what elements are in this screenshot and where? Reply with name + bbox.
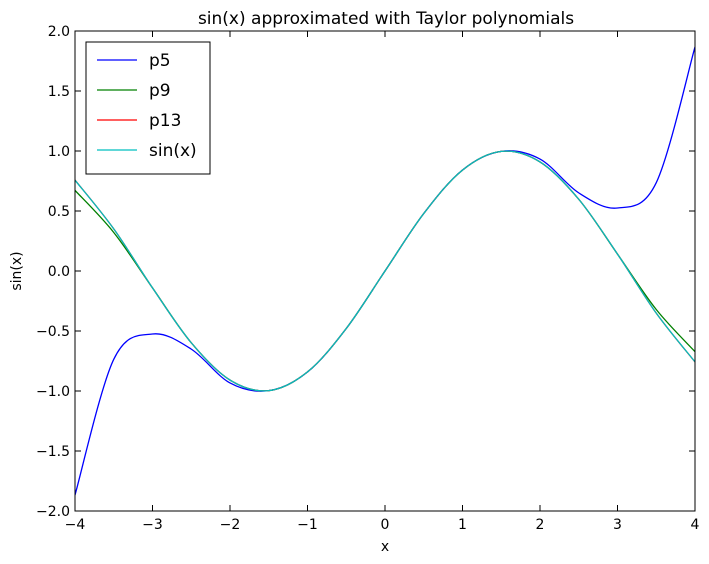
- legend-label: p9: [149, 81, 171, 101]
- x-axis-label: x: [381, 539, 389, 555]
- legend-label: sin(x): [149, 141, 197, 161]
- x-tick-label: −3: [142, 517, 163, 533]
- legend-label: p13: [149, 111, 181, 131]
- x-tick-label: 2: [536, 517, 545, 533]
- x-tick-label: −1: [297, 517, 318, 533]
- series-line-sin-x: [75, 150, 695, 392]
- y-axis-label: sin(x): [9, 251, 25, 290]
- y-tick-label: −2.0: [36, 504, 70, 520]
- y-tick-label: −1.5: [36, 444, 70, 460]
- chart-plot-area: [75, 46, 695, 496]
- y-tick-label: 2.0: [48, 24, 70, 40]
- x-tick-label: 0: [381, 517, 390, 533]
- legend: p5 p9 p13 sin(x): [85, 41, 211, 175]
- y-tick-label: 0.0: [48, 264, 70, 280]
- x-tick-label: −2: [220, 517, 241, 533]
- y-tick-label: 1.0: [48, 144, 70, 160]
- y-tick-label: −1.0: [36, 384, 70, 400]
- y-tick-label: 1.5: [48, 84, 70, 100]
- chart-title: sin(x) approximated with Taylor polynomi…: [198, 9, 574, 29]
- legend-box: [85, 41, 211, 175]
- y-tick-label: 0.5: [48, 204, 70, 220]
- x-tick-label: 3: [613, 517, 622, 533]
- y-tick-label: −0.5: [36, 324, 70, 340]
- axis-ticks: −4 −3 −2 −1 0 1 2 3 4 −2.0 −1.5 −1.0 −0.5 0.0 0.5 1.0 1.…: [36, 24, 700, 533]
- x-tick-label: 1: [458, 517, 467, 533]
- legend-label: p5: [149, 51, 171, 71]
- x-tick-label: −4: [65, 517, 86, 533]
- x-tick-label: 4: [691, 517, 700, 533]
